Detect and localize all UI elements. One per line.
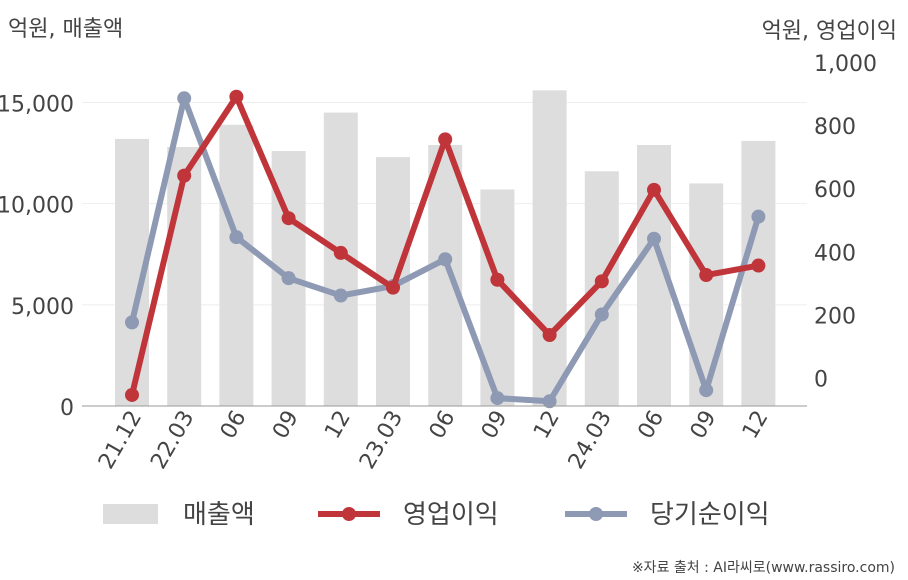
x-axis: 21.12 22.03 06 09 12 23.03 06 09 12 24.03 06 09 12: [94, 407, 774, 474]
point-operating-profit: [333, 245, 348, 260]
point-net-income: [594, 307, 609, 322]
point-operating-profit: [490, 272, 505, 287]
point-operating-profit: [125, 387, 139, 402]
point-net-income: [699, 383, 714, 398]
point-operating-profit: [594, 274, 609, 289]
bar-revenue: [167, 146, 202, 407]
legend-marker-operating-profit: [342, 507, 356, 521]
legend-label-operating-profit: 영업이익: [403, 500, 499, 530]
legend-label-revenue: 매출액: [183, 500, 255, 530]
source-note: ※자료 출처 : AI라씨로(www.rassiro.com): [632, 560, 895, 576]
point-net-income: [229, 230, 244, 245]
point-operating-profit: [699, 268, 714, 283]
x-tick-label: 12: [529, 407, 565, 444]
point-net-income: [281, 271, 296, 286]
x-tick-label: 06: [425, 407, 461, 444]
right-y-tick-label: 600: [814, 178, 856, 203]
point-net-income: [438, 252, 453, 267]
point-operating-profit: [177, 168, 192, 183]
point-operating-profit: [386, 280, 400, 295]
point-net-income: [647, 231, 661, 246]
right-axis-unit-label: 억원, 영업이익: [762, 19, 897, 44]
x-tick-label: 21.12: [94, 407, 147, 474]
point-net-income: [125, 315, 139, 330]
legend-marker-net-income: [589, 507, 603, 521]
right-y-axis: 0 200 400 600 800 1,000: [814, 52, 877, 393]
bar-revenue: [219, 124, 254, 407]
bar-revenue: [689, 183, 724, 406]
x-tick-label: 06: [634, 407, 670, 444]
x-tick-label: 09: [268, 407, 304, 444]
legend-label-net-income: 당기순이익: [650, 500, 770, 530]
right-y-tick-label: 1,000: [814, 52, 877, 77]
point-net-income: [490, 391, 505, 406]
point-operating-profit: [281, 211, 296, 226]
point-operating-profit: [647, 182, 661, 197]
legend-swatch-revenue: [103, 504, 158, 524]
bar-revenue: [428, 144, 463, 406]
point-operating-profit: [438, 132, 453, 147]
point-operating-profit: [542, 327, 557, 342]
x-tick-label: 06: [216, 407, 252, 444]
point-operating-profit: [229, 89, 244, 104]
point-net-income: [751, 209, 766, 224]
x-tick-label: 09: [686, 407, 722, 444]
x-tick-label: 24.03: [564, 407, 617, 474]
x-tick-label: 12: [320, 407, 356, 444]
right-y-tick-label: 0: [814, 368, 828, 393]
line-series-group: [125, 89, 766, 409]
point-operating-profit: [751, 258, 766, 273]
bar-revenue: [532, 90, 567, 407]
legend: 매출액 영업이익 당기순이익: [103, 500, 770, 530]
right-y-tick-label: 200: [814, 304, 856, 329]
left-y-axis: 0 5,000 10,000 15,000: [0, 92, 74, 421]
point-net-income: [542, 394, 557, 409]
x-tick-label: 09: [477, 407, 513, 444]
x-tick-label: 12: [738, 407, 774, 444]
x-tick-label: 22.03: [146, 407, 199, 474]
x-tick-label: 23.03: [355, 407, 408, 474]
point-net-income: [333, 288, 348, 303]
left-y-tick-label: 5,000: [11, 295, 74, 320]
bar-revenue: [741, 140, 776, 406]
left-axis-unit-label: 억원, 매출액: [8, 17, 123, 42]
left-y-tick-label: 15,000: [0, 92, 74, 117]
bar-revenue: [584, 171, 619, 406]
left-y-tick-label: 0: [60, 396, 74, 421]
right-y-tick-label: 400: [814, 241, 856, 266]
point-net-income: [177, 91, 192, 106]
right-y-tick-label: 800: [814, 115, 856, 140]
left-y-tick-label: 10,000: [0, 194, 74, 219]
